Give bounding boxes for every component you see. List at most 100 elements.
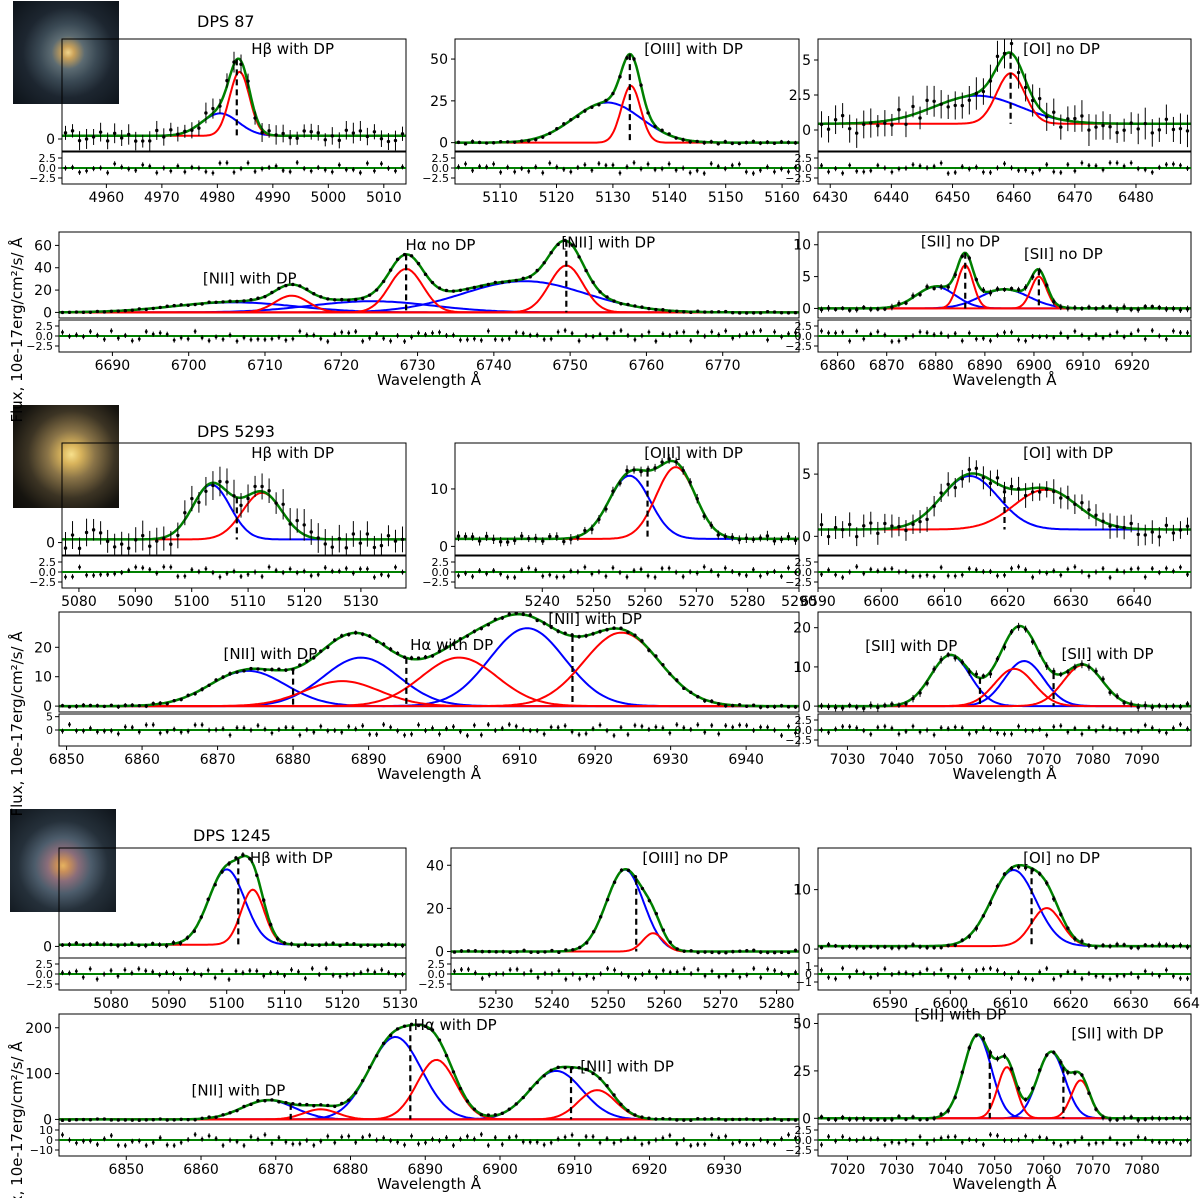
residual-point [165,332,169,336]
residual-y-tick-label: −1 [796,976,812,989]
data-point [260,484,264,489]
data-point [109,1118,114,1122]
y-tick-label: 25 [793,1064,811,1080]
data-point [918,519,922,524]
x-tick-label: 5120 [287,594,323,610]
data-point [423,1024,428,1029]
residual-point [1066,1141,1070,1145]
data-point [1143,304,1147,309]
data-point [458,1086,463,1091]
data-point [716,533,720,537]
data-point [548,534,552,539]
total-fit-line [59,1023,799,1121]
residual-point [387,971,391,975]
residual-point [1157,729,1161,733]
y-tick-label: 5 [802,53,811,69]
residual-point [820,1143,823,1147]
data-point [395,651,400,656]
data-point [1150,530,1154,534]
data-point [946,482,950,486]
residual-point [890,973,894,976]
residual-point [528,333,532,337]
data-point [112,131,117,135]
residual-point [577,1142,581,1146]
residual-point [1059,331,1063,335]
residual-point [611,566,615,570]
residual-area [59,965,406,982]
residual-point [780,574,783,578]
residual-point [827,170,830,174]
residual-point [759,329,763,332]
residual-point [590,168,594,172]
data-point [197,500,201,505]
x-tick-label: 6880 [333,1162,369,1178]
data-point [786,705,791,709]
y-tick-label: 20 [793,621,811,637]
x-tick-label: 6910 [1065,358,1101,374]
data-point [1030,98,1035,103]
residual-point [862,337,866,341]
data-point [1016,487,1021,491]
x-tick-label: 6860 [820,358,856,374]
data-point [819,307,824,312]
residual-point [883,724,887,728]
residual-point [1157,1141,1161,1144]
panel-title: [OI] no DP [1023,40,1100,58]
data-point [696,695,700,699]
residual-point [974,165,978,169]
data-point [1073,1071,1077,1075]
data-point [758,536,763,540]
residual-point [827,568,830,572]
residual-point [862,170,866,174]
residual-point [918,330,922,334]
residual-y-tick-label: 2.5 [428,958,446,971]
data-point [1016,865,1021,869]
residual-point [543,971,547,975]
data-point [186,1117,190,1122]
residual-point [344,567,348,570]
residual-point [660,167,664,171]
data-point [519,139,524,143]
data-point [1101,943,1105,948]
data-point [158,701,162,705]
data-point [109,309,114,314]
residual-point [228,333,232,337]
broad-component-0 [59,1099,799,1121]
data-point [1073,665,1077,669]
data-point [647,1116,651,1120]
residual-point [639,167,643,171]
y-axis-label: Flux, 10e-17erg/cm²/s/ Å [7,631,26,817]
data-point [869,307,873,312]
residual-point [445,727,448,730]
data-point [351,131,356,135]
data-point [1045,283,1049,287]
residual-point [130,726,134,729]
data-point [1002,645,1007,649]
residual-point [695,571,699,575]
data-point [591,280,595,284]
data-point [556,242,560,247]
residual-point [981,570,985,574]
residual-point [737,162,741,166]
data-point [501,949,505,954]
residual-point [632,161,636,165]
data-point [235,1108,239,1113]
residual-point [1003,162,1006,166]
data-point [1101,305,1105,309]
data-point [519,534,524,538]
residual-point [185,968,189,972]
data-point [60,310,65,315]
data-point [193,1118,197,1122]
residual-point [876,330,880,334]
x-tick-label: 6870 [258,1162,294,1178]
data-point [661,308,665,312]
residual-point [1094,729,1098,733]
data-point [1030,1086,1035,1091]
residual-point [1052,336,1056,340]
data-point [1066,117,1070,121]
residual-point [200,336,204,340]
residual-point [61,729,64,733]
data-point [253,484,257,489]
residual-point [284,726,288,729]
